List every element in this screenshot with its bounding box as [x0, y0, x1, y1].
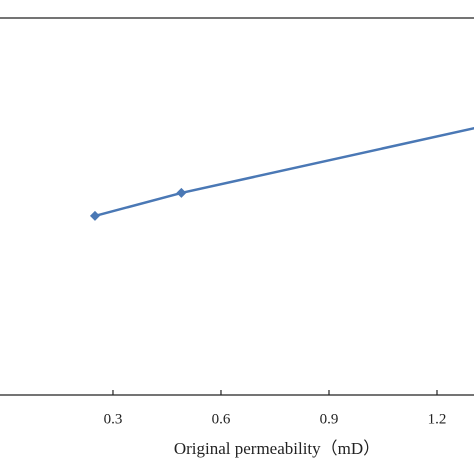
x-tick-label: 0.9: [320, 411, 339, 427]
x-axis-title: Original permeability（mD）: [174, 439, 380, 458]
x-tick-label: 0.3: [104, 411, 123, 427]
series-line: [94, 126, 474, 218]
point-marker: [89, 210, 100, 221]
x-tick-label: 1.2: [428, 411, 447, 427]
x-tick-label: 0.6: [212, 411, 231, 427]
point-marker: [176, 187, 187, 198]
